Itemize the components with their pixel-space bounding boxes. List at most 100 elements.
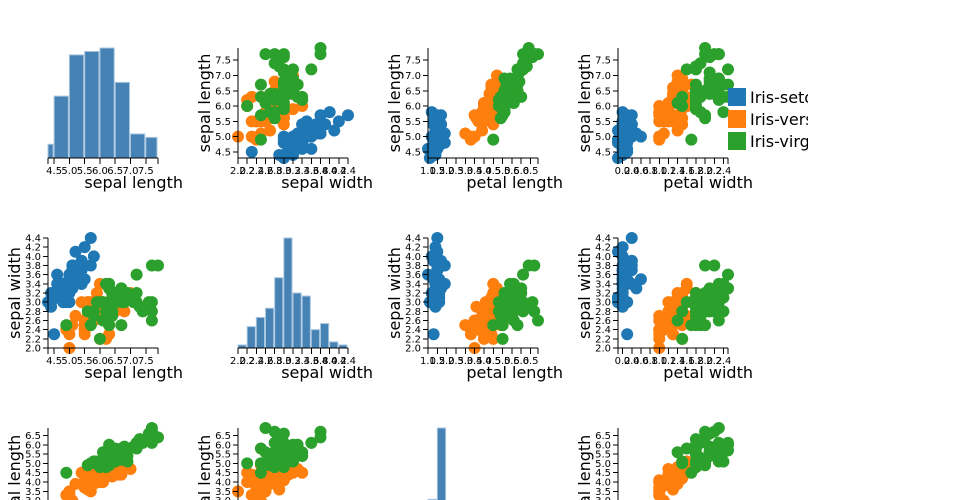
y-tick-label: 3.8: [405, 261, 421, 272]
data-point: [277, 48, 290, 61]
y-tick-label: 4.5: [25, 468, 41, 479]
data-point: [314, 431, 327, 444]
data-point: [245, 90, 258, 103]
data-point: [268, 446, 281, 459]
legend: Iris-setosa Iris-versicolor Iris-virginica: [728, 88, 808, 151]
data-point: [657, 494, 670, 500]
data-point: [245, 145, 258, 158]
data-point: [342, 109, 354, 122]
x-tick-label: 6.0: [92, 166, 108, 177]
x-tick-label: 3.8: [313, 356, 329, 367]
data-point: [277, 136, 290, 149]
y-axis-label: sepal length: [385, 54, 404, 153]
x-tick-label: 2.5: [448, 356, 464, 367]
y-tick: 7.5: [215, 56, 238, 67]
histogram-bar: [114, 81, 130, 159]
y-tick: 2.4: [405, 325, 428, 336]
data-point: [63, 273, 76, 286]
data-point: [277, 103, 290, 116]
data-point: [130, 268, 143, 281]
y-tick: 2.2: [595, 334, 618, 345]
data-point: [699, 259, 712, 272]
y-tick-label: 4.0: [25, 252, 41, 263]
y-tick: 2.6: [405, 316, 428, 327]
y-tick-label: 6.0: [595, 102, 611, 113]
x-tick-label: 5.5: [77, 356, 93, 367]
data-point: [722, 444, 734, 457]
x-tick: 2.0: [697, 158, 713, 177]
x-tick: 3.0: [457, 348, 473, 367]
y-tick: 6.5: [215, 86, 238, 97]
x-tick-label: 3.4: [294, 166, 310, 177]
data-point: [259, 446, 272, 459]
data-point: [703, 72, 716, 85]
x-tick: 2.0: [439, 158, 455, 177]
data-point: [109, 296, 122, 309]
y-tick-label: 2.6: [405, 316, 421, 327]
x-tick-label: 2.2: [239, 356, 255, 367]
x-tick-label: 7.5: [138, 356, 154, 367]
x-axis: 2.02.22.42.62.83.03.23.43.63.84.04.24.4s…: [230, 157, 373, 192]
data-point: [712, 93, 725, 106]
x-tick-label: 1.6: [679, 356, 695, 367]
x-tick-label: 3.5: [467, 356, 483, 367]
data-point: [254, 90, 267, 103]
y-tick: 4.0: [215, 478, 238, 489]
data-point: [699, 84, 712, 97]
x-tick: 4.4: [340, 158, 356, 177]
y-tick: 5.5: [405, 117, 428, 128]
legend-item-iris-setosa: Iris-setosa: [728, 88, 808, 107]
x-tick: 6.0: [513, 348, 529, 367]
x-tick-label: 1.0: [651, 356, 667, 367]
data-point: [78, 241, 91, 254]
histogram-bar: [47, 143, 54, 159]
data-point: [268, 425, 281, 438]
y-tick-label: 3.0: [405, 298, 421, 309]
data-point: [309, 121, 322, 134]
data-point: [653, 328, 666, 341]
data-point: [625, 259, 638, 272]
x-tick-label: 2.0: [697, 166, 713, 177]
y-tick: 5.5: [215, 450, 238, 461]
data-point: [268, 75, 281, 88]
data-point: [517, 268, 530, 281]
y-tick-label: 3.2: [595, 289, 611, 300]
data-point: [136, 436, 149, 449]
x-tick-label: 6.0: [513, 356, 529, 367]
data-point: [676, 455, 689, 468]
y-tick: 7.5: [405, 56, 428, 67]
data-point: [676, 118, 689, 131]
y-tick-label: 2.6: [25, 316, 41, 327]
x-tick: 1.8: [688, 348, 704, 367]
data-point: [328, 124, 341, 137]
data-point: [722, 268, 734, 281]
y-tick: 3.2: [25, 289, 48, 300]
x-tick-label: 4.5: [485, 166, 501, 177]
y-tick: 5.0: [215, 459, 238, 470]
y-tick: 3.0: [215, 496, 231, 500]
data-point: [268, 436, 281, 449]
data-point: [680, 277, 693, 290]
data-point: [60, 466, 73, 479]
y-tick-label: 3.8: [595, 261, 611, 272]
x-tick-label: 6.5: [523, 166, 539, 177]
y-tick-label: 4.5: [215, 468, 231, 479]
histogram-bar: [130, 133, 146, 159]
data-point: [616, 241, 629, 254]
x-tick: 2.4: [248, 348, 264, 367]
data-point: [254, 494, 267, 500]
x-tick-label: 0.6: [633, 356, 649, 367]
x-axis: 2.02.22.42.62.83.03.23.43.63.84.04.24.4s…: [230, 347, 373, 382]
data-point: [332, 115, 345, 128]
data-point: [685, 133, 698, 146]
y-tick: 5.0: [405, 132, 428, 143]
data-point: [479, 109, 492, 122]
y-tick: 4.5: [595, 147, 618, 158]
x-tick-label: 3.4: [294, 356, 310, 367]
data-point: [671, 446, 684, 459]
y-tick-label: 3.8: [25, 261, 41, 272]
y-tick: 4.0: [595, 478, 618, 489]
